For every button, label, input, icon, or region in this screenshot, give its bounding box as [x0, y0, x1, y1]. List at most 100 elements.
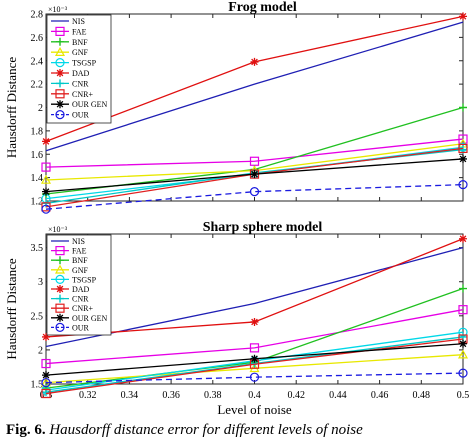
- series-fae: [41, 134, 468, 172]
- x-tick-label: 0.44: [329, 390, 347, 401]
- data-point: [250, 57, 259, 66]
- data-point: [249, 343, 260, 353]
- data-point: [459, 154, 467, 163]
- legend-marker: [56, 37, 64, 46]
- data-point: [42, 332, 50, 341]
- legend-entry: GNF: [72, 48, 89, 57]
- legend-marker: [56, 285, 64, 293]
- legend-entry: CNR+: [72, 90, 93, 99]
- legend-marker: [54, 46, 66, 56]
- y-axis-label: Hausdorff Distance: [4, 258, 19, 359]
- y-tick-label: 2.6: [31, 33, 44, 44]
- figure-caption: Fig. 6. Hausdorff distance error for dif…: [6, 422, 472, 444]
- legend-marker: [56, 313, 64, 322]
- legend-entry: TSGSP: [72, 275, 97, 284]
- series-line: [45, 338, 464, 395]
- x-tick-label: 0.4: [248, 390, 261, 401]
- y-tick-label: 2: [38, 103, 43, 114]
- data-point: [459, 234, 467, 243]
- y-tick-label: 2.8: [31, 10, 44, 21]
- series-line: [45, 309, 464, 365]
- series-our: [41, 368, 468, 388]
- legend-marker: [55, 322, 65, 332]
- legend-entry: GNF: [72, 266, 89, 275]
- data-point: [41, 162, 51, 172]
- legend-marker: [55, 57, 65, 68]
- legend-marker: [56, 79, 64, 88]
- y-tick-label: 2.5: [31, 311, 44, 322]
- data-point: [42, 371, 50, 380]
- chart-2: Sharp sphere model×10⁻³1.522.533.50.3 0.3…: [4, 220, 469, 417]
- y-tick-label: 1.2: [31, 197, 44, 208]
- series-our-gen: [42, 154, 467, 196]
- legend-entry: CNR: [72, 295, 89, 304]
- data-point: [41, 358, 51, 369]
- data-point: [459, 12, 467, 21]
- y-tick-label: 2.2: [31, 80, 44, 91]
- series-line: [45, 138, 464, 168]
- y-tick-label: 3.5: [31, 243, 44, 254]
- chart-title: Sharp sphere model: [203, 220, 323, 235]
- data-point: [458, 180, 468, 190]
- x-tick-label: 0.34: [121, 390, 139, 401]
- legend-entry: OUR GEN: [72, 100, 108, 109]
- data-point: [459, 284, 467, 293]
- data-point: [42, 187, 50, 196]
- y-exponent-label: ×10⁻³: [48, 225, 68, 234]
- legend-marker: [55, 246, 65, 256]
- x-tick-label: 0.38: [204, 390, 222, 401]
- series-dad: [42, 12, 467, 146]
- legend-marker: [54, 264, 66, 274]
- legend-entry: CNR: [72, 79, 89, 88]
- x-tick-label: 0.36: [162, 390, 180, 401]
- x-tick-label: 0.46: [371, 390, 389, 401]
- legend-entry: FAE: [72, 27, 87, 36]
- data-point: [41, 388, 51, 399]
- legend-entry: OUR: [72, 111, 90, 120]
- series-our-gen: [42, 339, 467, 380]
- legend-marker: [56, 69, 64, 77]
- caption-text: Hausdorff distance error for different l…: [49, 422, 363, 438]
- data-point: [458, 143, 468, 154]
- data-point: [249, 372, 260, 382]
- data-point: [250, 170, 259, 179]
- x-tick-label: 0.32: [79, 390, 97, 401]
- legend-entry: NIS: [72, 17, 85, 26]
- legend-entry: NIS: [72, 237, 85, 246]
- series-our: [41, 180, 468, 214]
- caption-label: Fig. 6.: [6, 422, 46, 438]
- data-point: [40, 174, 52, 184]
- data-point: [250, 317, 259, 326]
- legend-entry: OUR GEN: [72, 314, 108, 323]
- data-point: [41, 378, 51, 388]
- series-fae: [41, 305, 468, 369]
- legend-marker: [56, 294, 64, 303]
- data-point: [41, 202, 51, 212]
- y-exponent-label: ×10⁻³: [48, 5, 68, 14]
- chart-1: Frog model ×10⁻³ 1.2 1.4 1.6 1.8 2 2.2 2.4 2.6 2.8…: [4, 0, 469, 214]
- data-point: [458, 368, 468, 378]
- data-point: [250, 354, 259, 363]
- y-tick-label: 1.8: [31, 126, 44, 137]
- y-tick-label: 2: [38, 345, 43, 356]
- x-axis-label: Level of noise: [217, 402, 292, 417]
- y-tick-label: 1.5: [31, 380, 44, 391]
- legend-entry: DAD: [72, 69, 90, 78]
- legend-marker: [55, 109, 65, 120]
- data-point: [249, 187, 260, 197]
- legend-entry: OUR: [72, 323, 90, 332]
- data-point: [42, 137, 50, 146]
- data-point: [41, 204, 51, 214]
- x-tick-label: 0.5: [457, 390, 470, 401]
- legend-marker: [55, 274, 65, 284]
- data-point: [249, 156, 260, 166]
- data-point: [459, 103, 467, 112]
- data-point: [458, 305, 468, 315]
- x-tick-label: 0.48: [413, 390, 431, 401]
- legend-entry: BNF: [72, 256, 88, 265]
- y-tick-label: 2.4: [31, 56, 44, 67]
- y-tick-label: 1.4: [31, 173, 44, 184]
